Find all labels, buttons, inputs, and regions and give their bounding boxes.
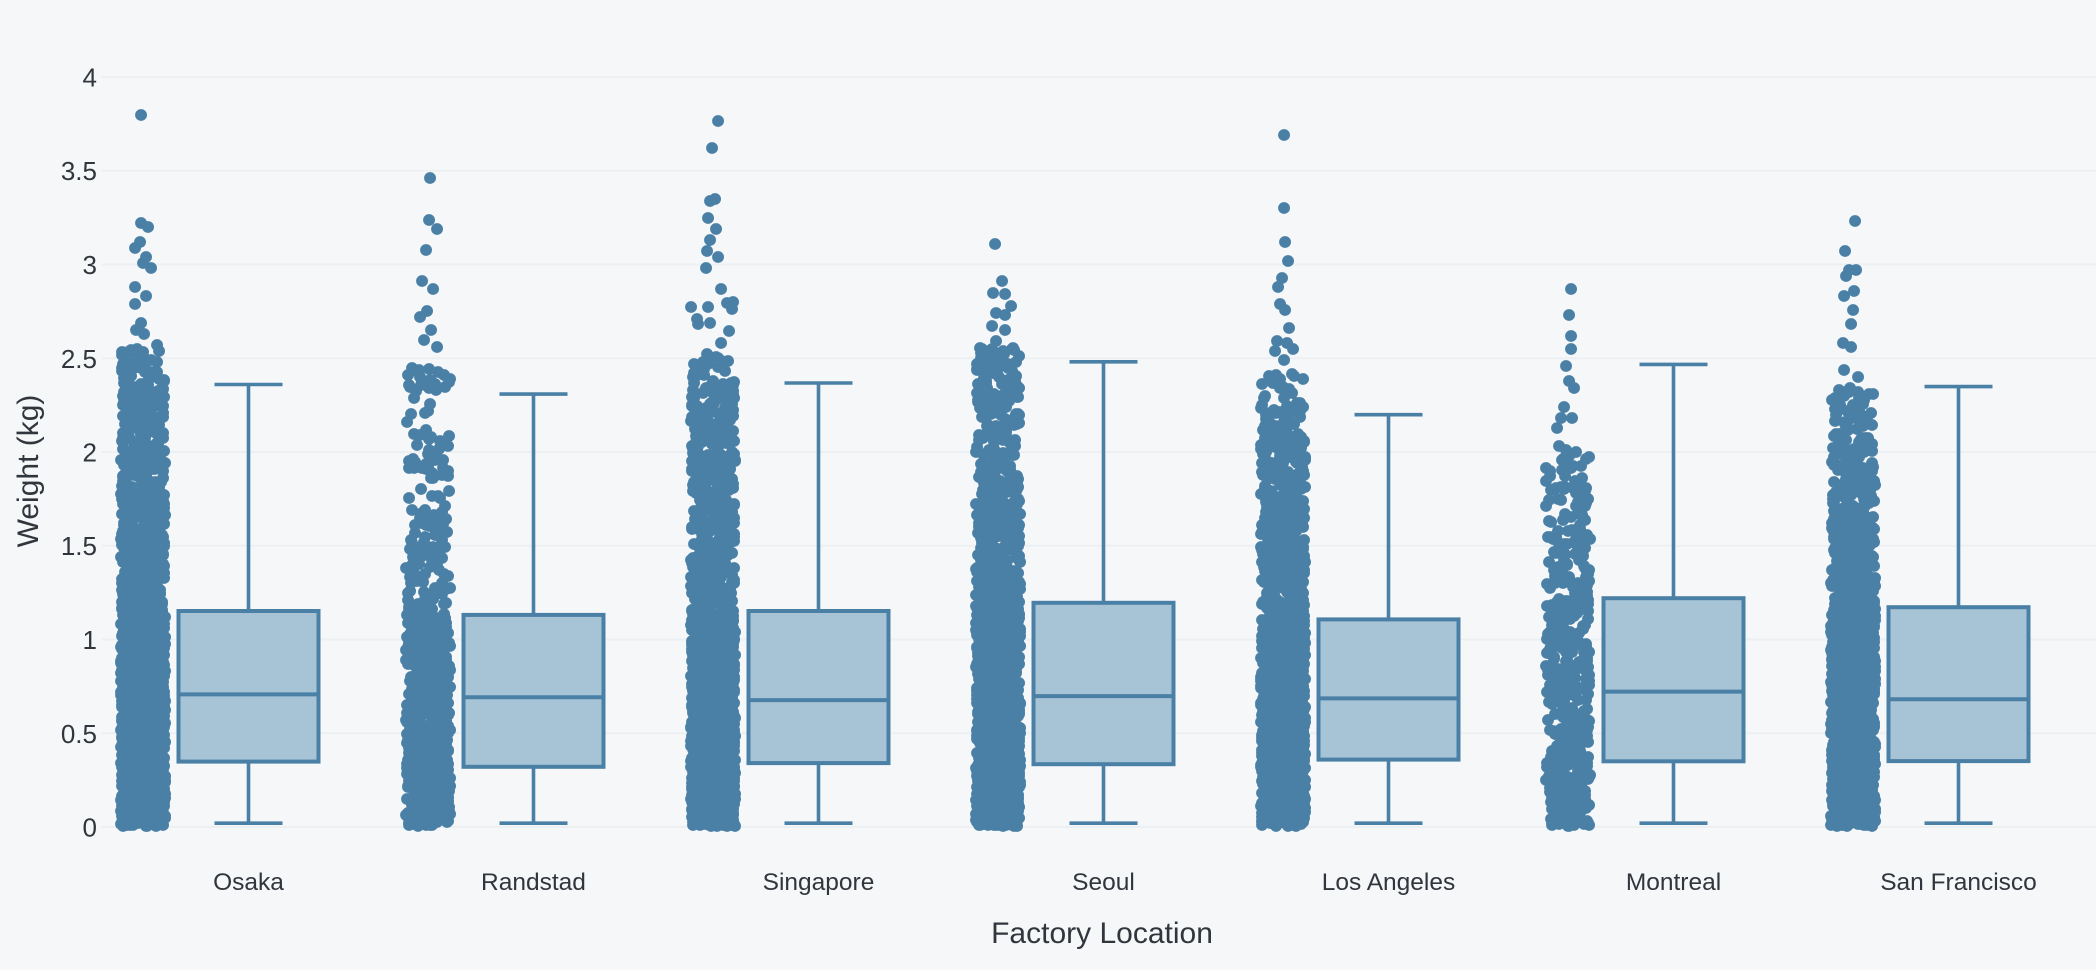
- svg-text:0: 0: [83, 813, 97, 843]
- svg-text:Seoul: Seoul: [1072, 869, 1135, 896]
- svg-text:Factory Location: Factory Location: [991, 917, 1213, 950]
- svg-text:3.5: 3.5: [61, 156, 97, 186]
- svg-text:0.5: 0.5: [61, 719, 97, 749]
- svg-text:1.5: 1.5: [61, 531, 97, 561]
- svg-text:Osaka: Osaka: [213, 869, 284, 896]
- svg-text:Montreal: Montreal: [1626, 869, 1721, 896]
- svg-text:2.5: 2.5: [61, 344, 97, 374]
- svg-text:Singapore: Singapore: [763, 869, 875, 896]
- svg-text:3: 3: [83, 250, 97, 280]
- svg-text:Los Angeles: Los Angeles: [1322, 869, 1456, 896]
- svg-text:Weight (kg): Weight (kg): [12, 395, 45, 548]
- svg-text:4: 4: [83, 63, 97, 93]
- svg-text:San Francisco: San Francisco: [1880, 869, 2037, 896]
- svg-text:Randstad: Randstad: [481, 869, 586, 896]
- svg-text:2: 2: [83, 438, 97, 468]
- svg-text:1: 1: [83, 625, 97, 655]
